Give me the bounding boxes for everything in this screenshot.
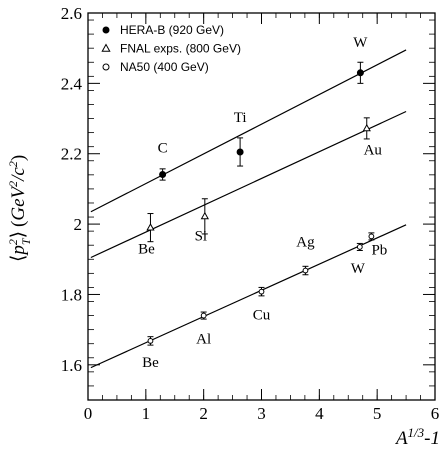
x-tick-label: 2 (199, 404, 208, 423)
point-label: Pb (371, 242, 387, 258)
data-point (159, 170, 167, 178)
x-tick-label: 4 (315, 404, 324, 423)
x-tick-label: 3 (257, 404, 266, 423)
point-label: C (158, 140, 168, 156)
data-point (258, 288, 265, 295)
point-label: Si (195, 228, 208, 244)
data-point (368, 233, 375, 240)
x-tick-label: 5 (373, 404, 382, 423)
legend-label: HERA-B (920 GeV) (120, 23, 224, 37)
y-tick-label: 2.6 (61, 4, 82, 23)
axis-ticks (87, 12, 436, 401)
point-label: Al (196, 332, 211, 348)
point-label: Ag (296, 235, 315, 251)
data-point (200, 211, 209, 220)
point-label: Be (142, 355, 159, 371)
data-points (146, 61, 375, 346)
y-tick-label: 1.8 (61, 285, 82, 304)
x-tick-label: 6 (431, 404, 440, 423)
point-label: W (353, 35, 368, 51)
fit-line (90, 224, 407, 369)
data-point (147, 337, 154, 344)
point-label: Be (138, 242, 155, 258)
y-tick-label: 2 (74, 215, 83, 234)
x-tick-label: 0 (84, 404, 93, 423)
point-label: Au (364, 142, 383, 158)
data-point (362, 123, 371, 132)
x-tick-label: 1 (142, 404, 151, 423)
tick-labels: 0 1 2 3 4 5 6 1.6 1.8 2 2.2 2.4 2.6 (61, 4, 440, 423)
fit-lines (90, 49, 407, 369)
x-axis-title: A1/3-1 (394, 425, 440, 449)
data-point (356, 244, 363, 250)
point-label: W (351, 261, 366, 277)
legend: HERA-B (920 GeV) FNAL exps. (800 GeV) NA50… (101, 23, 241, 74)
point-labels: C Ti W Be Si Au Be Al Cu Ag W Pb (138, 35, 387, 371)
point-label: Ti (234, 110, 247, 126)
svg-text:⟨p2T⟩(GeV2/c2): ⟨p2T⟩(GeV2/c2) (6, 155, 33, 262)
y-axis-title: ⟨p2T⟩(GeV2/c2) (6, 155, 33, 262)
fit-line (90, 110, 407, 259)
data-point (146, 223, 155, 231)
point-label: Cu (253, 308, 271, 324)
y-tick-label: 2.4 (61, 74, 83, 93)
data-point (200, 312, 207, 319)
legend-marker (102, 26, 110, 34)
legend-marker (101, 43, 111, 52)
fit-line (90, 49, 407, 213)
data-point (302, 267, 309, 274)
y-tick-label: 2.2 (61, 145, 82, 164)
data-point (236, 148, 244, 156)
data-point (356, 69, 364, 77)
legend-label: FNAL exps. (800 GeV) (120, 42, 241, 56)
legend-marker (102, 63, 110, 71)
legend-label: NA50 (400 GeV) (120, 60, 209, 74)
y-tick-label: 1.6 (61, 356, 82, 375)
